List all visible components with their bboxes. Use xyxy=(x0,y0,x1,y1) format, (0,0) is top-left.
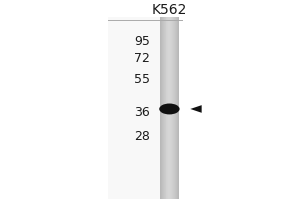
Text: 36: 36 xyxy=(134,106,150,119)
Text: 72: 72 xyxy=(134,52,150,65)
Bar xyxy=(163,17,164,199)
Polygon shape xyxy=(190,105,202,113)
Bar xyxy=(165,17,166,199)
Bar xyxy=(172,17,173,199)
Bar xyxy=(174,17,175,199)
Text: 28: 28 xyxy=(134,130,150,143)
Bar xyxy=(167,17,168,199)
Ellipse shape xyxy=(159,104,180,114)
Bar xyxy=(177,17,178,199)
Bar xyxy=(169,17,170,199)
Bar xyxy=(170,17,171,199)
Bar xyxy=(176,17,177,199)
Text: K562: K562 xyxy=(152,3,187,17)
Text: 95: 95 xyxy=(134,35,150,48)
Bar xyxy=(166,17,167,199)
Bar xyxy=(173,17,174,199)
Bar xyxy=(171,17,172,199)
Bar xyxy=(108,17,160,199)
Bar xyxy=(175,17,176,199)
Bar xyxy=(178,17,179,199)
Bar xyxy=(164,17,165,199)
Bar xyxy=(162,17,163,199)
Text: 55: 55 xyxy=(134,73,150,86)
Bar xyxy=(161,17,162,199)
Bar xyxy=(160,17,161,199)
Bar xyxy=(168,17,169,199)
